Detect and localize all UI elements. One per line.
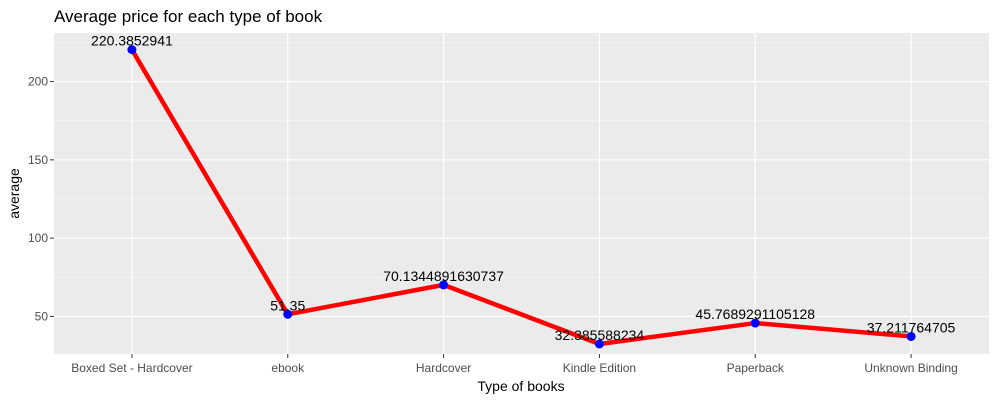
data-point	[906, 331, 916, 341]
y-axis-title: average	[6, 168, 22, 219]
data-label: 220.3852941	[91, 33, 173, 49]
x-tick-label: Paperback	[727, 361, 785, 375]
x-axis-title: Type of books	[477, 378, 564, 394]
minor-gridlines	[54, 42, 989, 278]
chart-title: Average price for each type of book	[54, 7, 323, 26]
y-tick-label: 150	[28, 153, 48, 167]
data-point	[283, 309, 293, 319]
x-tick-label: Kindle Edition	[563, 361, 636, 375]
y-tick-label: 200	[28, 75, 48, 89]
y-axis: 50 100 150 200	[28, 75, 54, 323]
x-tick-label: Unknown Binding	[864, 361, 957, 375]
x-tick-label: Hardcover	[416, 361, 471, 375]
data-points	[127, 45, 916, 349]
data-point	[439, 280, 449, 290]
data-label: 45.7689291105128	[695, 306, 815, 322]
x-axis: Boxed Set - Hardcover ebook Hardcover Kindl…	[71, 354, 958, 375]
data-point	[594, 339, 604, 349]
y-tick-label: 50	[35, 309, 49, 323]
data-label: 37.211764705	[867, 319, 956, 335]
data-point	[127, 45, 137, 55]
plot-panel	[54, 33, 989, 354]
x-tick-label: Boxed Set - Hardcover	[71, 361, 192, 375]
y-tick-label: 100	[28, 231, 48, 245]
data-label: 51.35	[270, 297, 305, 313]
major-gridlines	[54, 33, 989, 354]
x-tick-label: ebook	[271, 361, 305, 375]
data-label: 32.385588234	[555, 327, 645, 343]
series-line	[129, 47, 914, 347]
data-label: 70.1344891630737	[383, 268, 504, 284]
data-point	[750, 318, 760, 328]
data-labels: 220.3852941 51.35 70.1344891630737 32.38558…	[91, 33, 956, 343]
series-average	[129, 47, 914, 347]
